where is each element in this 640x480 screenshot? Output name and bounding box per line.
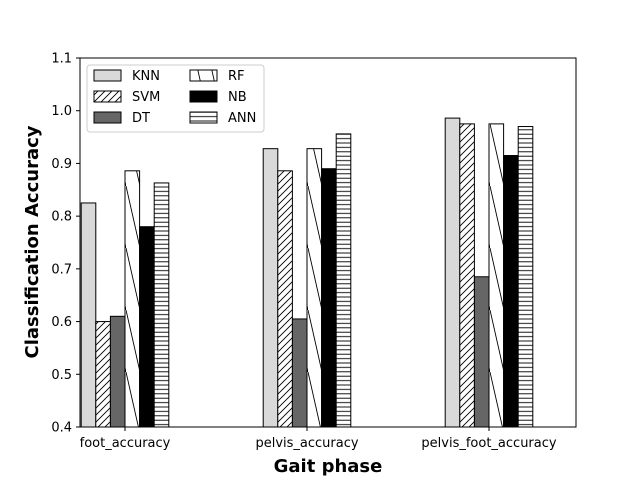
y-tick-label: 1.1: [51, 52, 72, 67]
legend-swatch-ann: [189, 111, 218, 124]
bar-svm-pelvis_accuracy: [277, 170, 293, 428]
legend-swatch-dt: [93, 111, 122, 124]
legend-label-knn: KNN: [132, 69, 160, 84]
legend: KNN SVM DT RF NB ANN: [86, 64, 265, 133]
y-tick-label: 0.9: [51, 157, 72, 172]
bar-knn-pelvis_foot_accuracy: [444, 117, 461, 428]
legend-label-ann: ANN: [228, 111, 256, 126]
bar-svm-pelvis_foot_accuracy: [459, 123, 475, 428]
bar-rf-pelvis_accuracy: [306, 148, 323, 428]
bar-svm-foot_accuracy: [95, 321, 111, 428]
x-tick-label-pelvis_accuracy: pelvis_accuracy: [255, 436, 358, 451]
bar-dt-pelvis_accuracy: [291, 318, 308, 428]
x-tick-label-foot_accuracy: foot_accuracy: [80, 436, 171, 451]
legend-box: [86, 64, 265, 133]
y-tick-label: 0.7: [51, 262, 72, 277]
legend-swatch-knn: [93, 69, 122, 82]
x-tick-label-pelvis_foot_accuracy: pelvis_foot_accuracy: [421, 436, 556, 451]
bar-dt-pelvis_foot_accuracy: [473, 276, 490, 428]
y-axis: 0.4 0.5 0.6 0.7 0.8 0.9 1.0 1.1: [51, 52, 80, 436]
legend-swatch-svm: [93, 90, 122, 103]
bar-ann-pelvis_accuracy: [335, 133, 352, 428]
legend-swatch-rf: [189, 69, 218, 82]
legend-label-nb: NB: [228, 90, 247, 105]
bar-dt-foot_accuracy: [109, 315, 126, 428]
legend-label-svm: SVM: [132, 90, 160, 105]
bar-knn-foot_accuracy: [80, 202, 97, 428]
legend-label-rf: RF: [228, 69, 245, 84]
y-tick-label: 0.4: [51, 421, 72, 436]
bar-knn-pelvis_accuracy: [262, 148, 279, 428]
bar-ann-pelvis_foot_accuracy: [517, 126, 534, 428]
legend-swatch-nb: [189, 90, 218, 103]
bar-nb-pelvis_foot_accuracy: [503, 155, 519, 428]
bar-rf-foot_accuracy: [124, 170, 141, 428]
y-tick-label: 0.5: [51, 368, 72, 383]
bar-nb-foot_accuracy: [139, 226, 155, 428]
x-axis: foot_accuracy pelvis_accuracy pelvis_foot_…: [80, 427, 557, 451]
y-tick-label: 0.6: [51, 315, 72, 330]
bar-rf-pelvis_foot_accuracy: [488, 123, 505, 428]
axes-frame: [79, 57, 577, 428]
bar-nb-pelvis_accuracy: [321, 168, 337, 428]
x-axis-title: Gait phase: [274, 456, 383, 477]
legend-label-dt: DT: [132, 111, 150, 126]
y-axis-title: Classification Accuracy: [22, 125, 43, 358]
y-tick-label: 0.8: [51, 210, 72, 225]
bar-ann-foot_accuracy: [153, 182, 170, 428]
y-tick-label: 1.0: [51, 104, 72, 119]
